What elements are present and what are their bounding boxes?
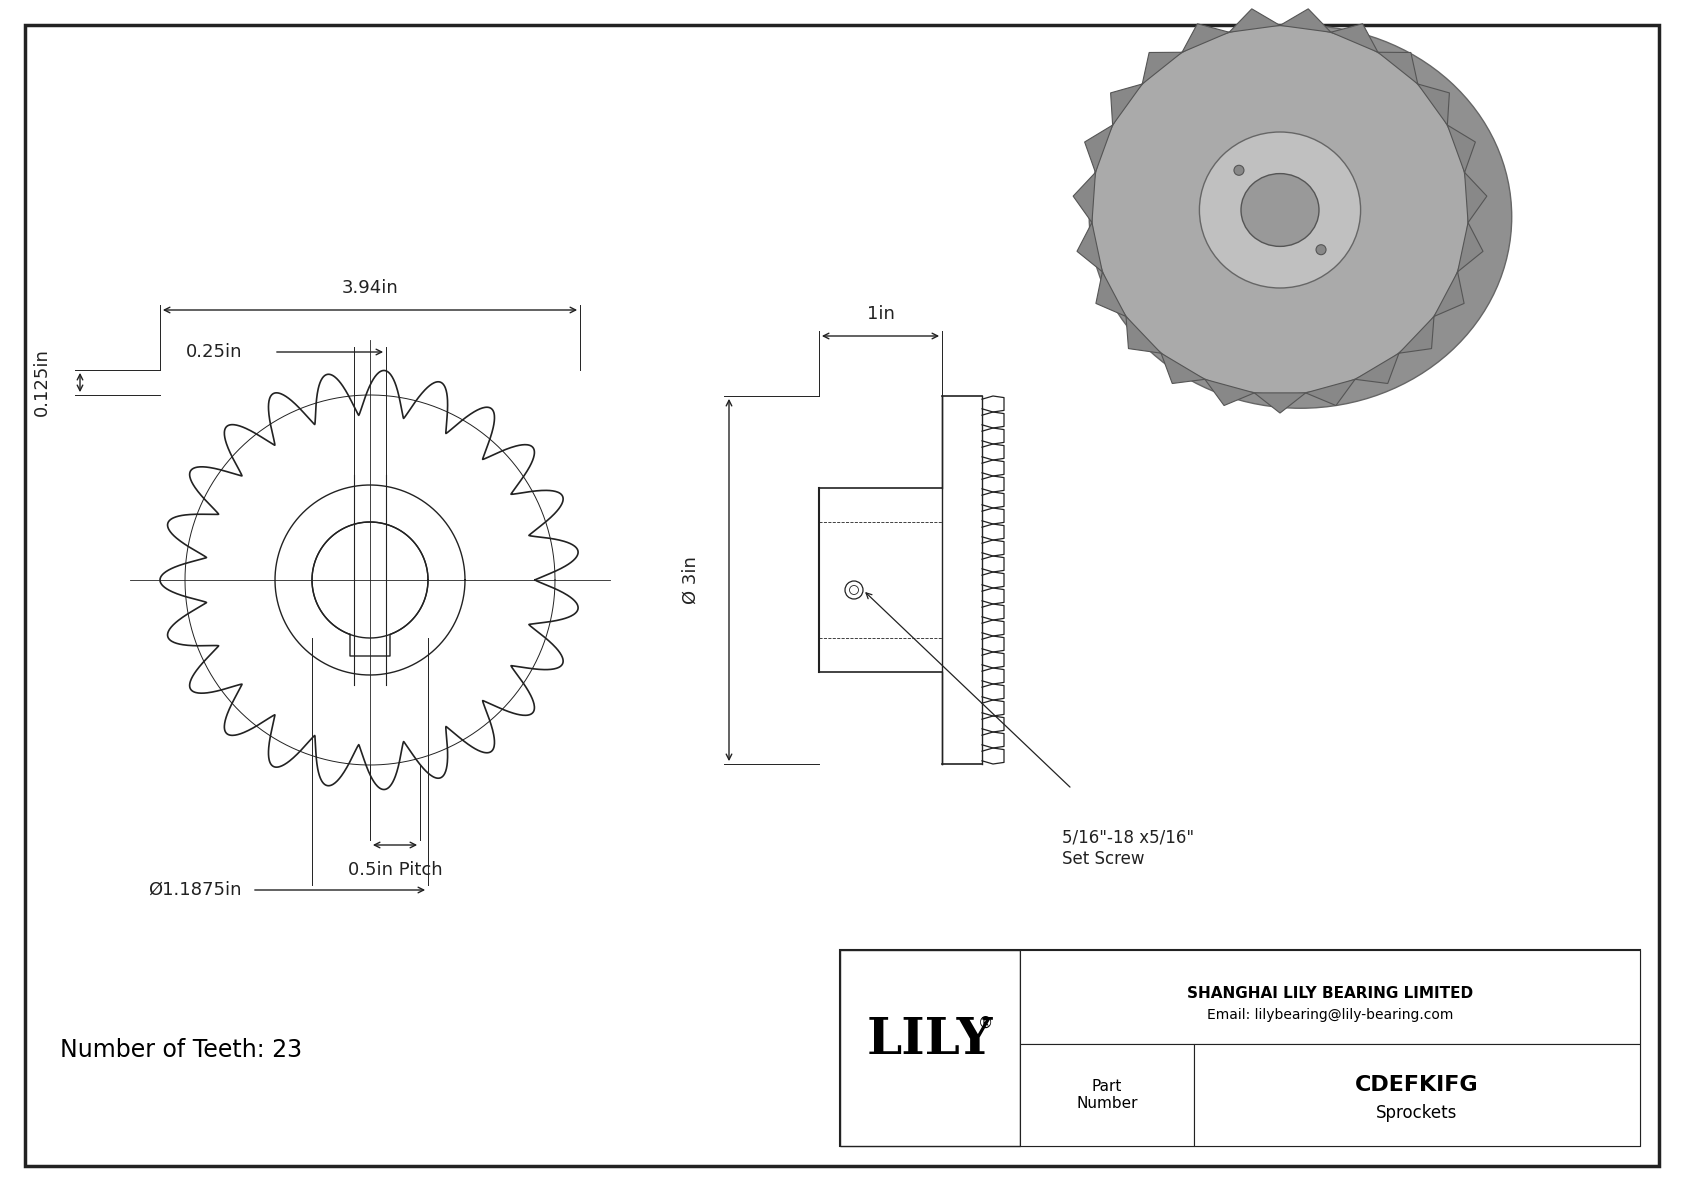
- Polygon shape: [1330, 24, 1378, 52]
- Text: Sprockets: Sprockets: [1376, 1104, 1457, 1122]
- Polygon shape: [1418, 85, 1450, 125]
- Bar: [1194, 1045, 1640, 1146]
- Text: SHANGHAI LILY BEARING LIMITED: SHANGHAI LILY BEARING LIMITED: [1187, 985, 1474, 1000]
- Text: 0.125in: 0.125in: [34, 349, 51, 417]
- Bar: [840, 950, 1640, 1146]
- Polygon shape: [1160, 354, 1204, 384]
- Text: Part
Number: Part Number: [1076, 1079, 1138, 1111]
- Text: Ø 3in: Ø 3in: [682, 556, 701, 604]
- Polygon shape: [1435, 272, 1463, 317]
- Polygon shape: [1305, 379, 1356, 405]
- Polygon shape: [1204, 379, 1255, 405]
- Circle shape: [1315, 244, 1325, 255]
- Text: 0.5in Pitch: 0.5in Pitch: [347, 861, 443, 879]
- Text: Email: lilybearing@lily-bearing.com: Email: lilybearing@lily-bearing.com: [1207, 1008, 1453, 1022]
- Text: 3.94in: 3.94in: [342, 279, 399, 297]
- Bar: [1021, 950, 1640, 1045]
- Text: Ø1.1875in: Ø1.1875in: [148, 881, 242, 899]
- Text: 1in: 1in: [867, 305, 894, 323]
- Polygon shape: [1127, 317, 1160, 354]
- Polygon shape: [1182, 24, 1229, 52]
- Ellipse shape: [1091, 25, 1468, 394]
- Polygon shape: [1458, 223, 1484, 272]
- Polygon shape: [1280, 8, 1330, 32]
- Text: LILY: LILY: [867, 1016, 994, 1065]
- Bar: [1021, 1045, 1194, 1146]
- Polygon shape: [1142, 52, 1182, 85]
- Ellipse shape: [1090, 25, 1512, 409]
- Polygon shape: [1255, 393, 1305, 413]
- Polygon shape: [1465, 173, 1487, 223]
- Polygon shape: [1229, 8, 1280, 32]
- Polygon shape: [1096, 272, 1127, 317]
- Polygon shape: [1378, 52, 1418, 85]
- Bar: [840, 950, 1021, 1146]
- Ellipse shape: [1199, 132, 1361, 288]
- Text: CDEFKIFG: CDEFKIFG: [1356, 1075, 1479, 1095]
- Circle shape: [1234, 166, 1244, 175]
- Polygon shape: [1073, 173, 1096, 223]
- Polygon shape: [1078, 223, 1103, 272]
- Polygon shape: [1447, 125, 1475, 173]
- Polygon shape: [1111, 85, 1142, 125]
- Ellipse shape: [1241, 174, 1319, 247]
- Polygon shape: [1084, 125, 1113, 173]
- Polygon shape: [1399, 317, 1435, 354]
- Text: 0.25in: 0.25in: [185, 343, 242, 361]
- Text: ®: ®: [978, 1016, 994, 1030]
- Text: 5/16"-18 x5/16"
Set Screw: 5/16"-18 x5/16" Set Screw: [1063, 829, 1194, 868]
- Polygon shape: [1356, 354, 1399, 384]
- Text: Number of Teeth: 23: Number of Teeth: 23: [61, 1039, 301, 1062]
